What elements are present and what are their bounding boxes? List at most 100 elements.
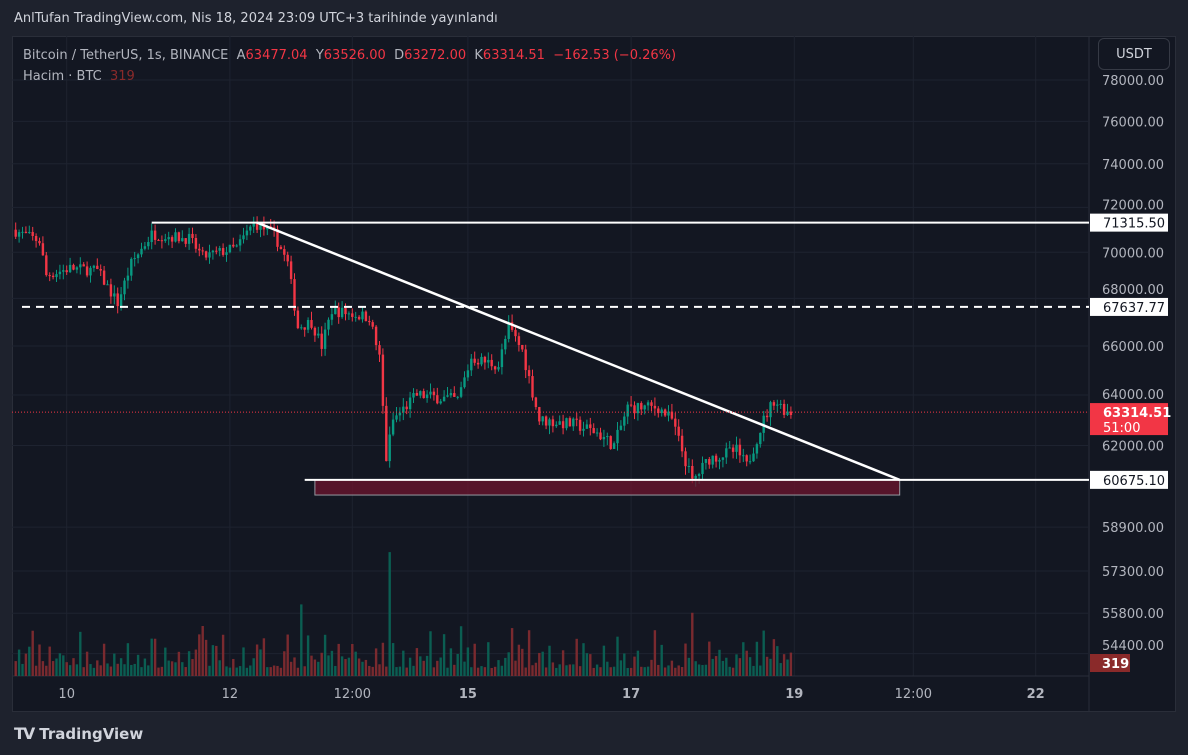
candle-body xyxy=(177,232,181,242)
candle xyxy=(565,417,568,431)
candle-body xyxy=(721,457,725,460)
candle-body xyxy=(34,236,38,241)
volume-bar xyxy=(561,650,565,676)
candle xyxy=(602,429,606,447)
candle-body xyxy=(119,294,123,307)
candle-body xyxy=(82,264,85,267)
volume-bar xyxy=(575,638,578,676)
candle-body xyxy=(514,329,517,337)
volume-bar xyxy=(544,667,548,676)
candle xyxy=(357,315,361,321)
candle-body xyxy=(490,359,493,367)
candle-body xyxy=(245,230,249,236)
candle xyxy=(619,420,623,431)
candle-body xyxy=(388,434,391,462)
chart-pane[interactable] xyxy=(12,36,1176,712)
candle xyxy=(249,224,252,236)
candle xyxy=(28,225,31,234)
volume-bar xyxy=(490,667,493,676)
candle xyxy=(585,419,589,429)
candle-body xyxy=(660,409,663,414)
volume-bar xyxy=(357,658,361,676)
volume-bar xyxy=(422,660,425,676)
candle xyxy=(92,264,96,272)
symbol-name[interactable]: Bitcoin / TetherUS, 1s, BINANCE xyxy=(23,48,229,63)
volume-bar xyxy=(789,652,793,676)
x-tick-label: 17 xyxy=(622,687,640,702)
candle xyxy=(626,401,629,425)
candle xyxy=(786,403,789,417)
candle-body xyxy=(153,230,157,240)
tradingview-logo[interactable]: 𝗧𝗩 TradingView xyxy=(14,724,143,743)
candle xyxy=(293,273,296,316)
candle xyxy=(504,335,507,355)
candle-body xyxy=(582,428,585,431)
volume-bar xyxy=(487,642,490,676)
volume-label[interactable]: Hacim · BTC xyxy=(23,69,102,84)
candle xyxy=(650,400,653,412)
candle-body xyxy=(415,393,419,396)
price-chart[interactable]: 78000.00 76000.00 74000.00 72000.00 70000.00… xyxy=(12,36,1176,712)
volume-bar xyxy=(272,665,276,676)
volume-bar xyxy=(721,660,725,676)
volume-bar xyxy=(606,661,609,676)
candle xyxy=(45,251,48,277)
volume-bar xyxy=(99,665,102,676)
candle-body xyxy=(684,451,687,467)
volume-bar xyxy=(572,664,575,676)
price-tag-label: 71315.50 xyxy=(1103,217,1165,232)
candle xyxy=(548,417,551,435)
candle xyxy=(371,319,374,330)
volume-bar xyxy=(602,645,606,676)
candle-body xyxy=(150,230,153,243)
volume-bar xyxy=(211,645,215,676)
volume-bar xyxy=(28,646,31,676)
candle xyxy=(300,324,303,330)
volume-bar xyxy=(538,652,541,676)
candle xyxy=(218,245,221,257)
volume-bar xyxy=(51,661,55,676)
volume-bar xyxy=(157,667,160,676)
candle-body xyxy=(72,264,75,270)
candle xyxy=(657,406,660,418)
price-tag xyxy=(1090,297,1168,316)
candle xyxy=(174,228,177,243)
volume-bar xyxy=(327,655,330,676)
candle-body xyxy=(147,242,150,247)
candle xyxy=(405,401,408,415)
currency-button[interactable]: USDT xyxy=(1098,38,1170,70)
candle xyxy=(337,302,340,324)
volume-bar xyxy=(711,658,714,676)
candle-body xyxy=(755,444,759,454)
volume-bar xyxy=(310,655,313,676)
candle xyxy=(17,229,21,243)
candle xyxy=(317,326,320,339)
price-tag-label: 60675.10 xyxy=(1103,474,1165,489)
candle xyxy=(524,344,527,379)
candle-body xyxy=(565,418,568,429)
candle xyxy=(538,406,541,425)
candle xyxy=(476,358,480,369)
trendline xyxy=(256,221,901,482)
candle-body xyxy=(283,249,286,255)
candle xyxy=(568,416,572,427)
candle xyxy=(164,233,167,243)
volume-bar xyxy=(541,651,544,676)
candle xyxy=(453,386,456,397)
volume-bar xyxy=(177,651,181,676)
volume-bar xyxy=(150,638,153,676)
candle-body xyxy=(738,444,742,456)
volume-bar xyxy=(446,667,449,676)
candle xyxy=(388,426,391,468)
candle-body xyxy=(500,349,504,368)
volume-bar xyxy=(748,657,752,676)
candle-body xyxy=(221,248,225,255)
candle-body xyxy=(456,396,459,398)
candle xyxy=(395,407,398,423)
candle xyxy=(558,415,561,426)
volume-bar xyxy=(779,663,782,676)
candle xyxy=(72,263,75,271)
candle xyxy=(459,381,463,399)
tv-logo-icon: 𝗧𝗩 xyxy=(14,724,35,743)
volume-bar xyxy=(170,661,174,676)
